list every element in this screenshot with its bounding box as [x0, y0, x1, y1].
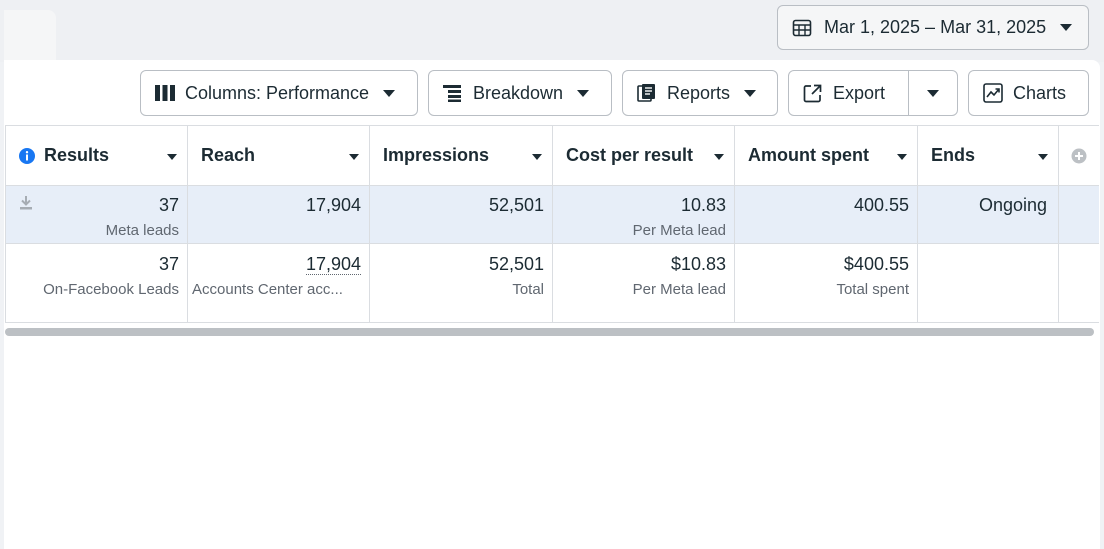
- results-cell: 37 Meta leads: [5, 186, 188, 243]
- ends-cell: Ongoing: [918, 186, 1059, 243]
- columns-label: Columns: Performance: [185, 82, 370, 103]
- column-header-label: Results: [44, 145, 110, 165]
- calendar-icon: [792, 19, 812, 36]
- reach-cell: 17,904: [188, 186, 370, 243]
- download-icon[interactable]: [19, 195, 33, 211]
- plus-circle-icon: [1071, 148, 1087, 163]
- chevron-down-icon[interactable]: [532, 154, 542, 160]
- reach-total-link[interactable]: 17,904: [305, 254, 361, 275]
- cost-per-result-sub: Per Meta lead: [632, 222, 726, 239]
- horizontal-scrollbar[interactable]: [5, 328, 1094, 336]
- impressions-sub: Total: [512, 281, 544, 298]
- column-header-label: Reach: [201, 145, 256, 165]
- ends-cell: [918, 244, 1059, 322]
- chevron-down-icon: [383, 89, 396, 97]
- chevron-down-icon[interactable]: [167, 154, 177, 160]
- impressions-cell: 52,501: [370, 186, 553, 243]
- column-header-cost-per-result[interactable]: Cost per result: [553, 125, 735, 186]
- chevron-down-icon: [577, 89, 590, 97]
- amount-spent-value: 400.55: [853, 195, 909, 215]
- table-row[interactable]: 37 Meta leads 17,904 52,501 10.83 Per Me…: [5, 186, 1099, 244]
- chevron-down-icon: [744, 89, 757, 97]
- amount-spent-cell: $400.55 Total spent: [735, 244, 918, 322]
- cost-per-result-sub: Per Meta lead: [632, 281, 726, 298]
- column-header-label: Cost per result: [566, 145, 694, 165]
- cost-per-result-cell: 10.83 Per Meta lead: [553, 186, 735, 243]
- column-header-reach[interactable]: Reach: [188, 125, 370, 186]
- chevron-down-icon[interactable]: [714, 154, 724, 160]
- cost-per-result-value: 10.83: [680, 195, 726, 215]
- column-header-ends[interactable]: Ends: [918, 125, 1059, 186]
- impressions-value: 52,501: [488, 254, 544, 274]
- column-header-results[interactable]: Results: [5, 125, 188, 186]
- chevron-down-icon[interactable]: [349, 154, 359, 160]
- reach-cell: 17,904 Accounts Center acc...: [188, 244, 370, 322]
- results-cell: 37 On-Facebook Leads: [5, 244, 188, 322]
- export-button[interactable]: Export: [789, 71, 909, 115]
- results-value: 37: [158, 254, 179, 274]
- impressions-value: 52,501: [488, 195, 544, 215]
- ends-value: Ongoing: [978, 195, 1047, 215]
- impressions-cell: 52,501 Total: [370, 244, 553, 322]
- amount-spent-cell: 400.55: [735, 186, 918, 243]
- column-header-impressions[interactable]: Impressions: [370, 125, 553, 186]
- column-header-label: Impressions: [383, 145, 490, 165]
- tab-partial[interactable]: [4, 10, 56, 62]
- add-column-button[interactable]: [1059, 125, 1099, 186]
- column-header-label: Amount spent: [748, 145, 869, 165]
- reach-value: 17,904: [305, 195, 361, 215]
- breakdown-icon: [443, 85, 461, 102]
- chevron-down-icon[interactable]: [1038, 154, 1048, 160]
- export-button-group: Export: [788, 70, 958, 116]
- column-header-amount-spent[interactable]: Amount spent: [735, 125, 918, 186]
- chevron-down-icon[interactable]: [897, 154, 907, 160]
- reports-label: Reports: [667, 82, 731, 103]
- amount-spent-value: $400.55: [843, 254, 909, 274]
- date-range-label: Mar 1, 2025 – Mar 31, 2025: [824, 17, 1047, 37]
- reach-sub: Accounts Center acc...: [192, 281, 343, 298]
- info-icon[interactable]: [19, 147, 35, 164]
- table-row: 37 On-Facebook Leads 17,904 Accounts Cen…: [5, 244, 1099, 323]
- column-header-label: Ends: [931, 145, 976, 165]
- cost-per-result-cell: $10.83 Per Meta lead: [553, 244, 735, 322]
- reports-button[interactable]: Reports: [622, 70, 778, 116]
- export-icon: [803, 84, 822, 102]
- breakdown-label: Breakdown: [473, 82, 564, 103]
- chevron-down-icon: [1060, 24, 1073, 31]
- reports-icon: [637, 84, 655, 102]
- columns-button[interactable]: Columns: Performance: [140, 70, 418, 116]
- breakdown-button[interactable]: Breakdown: [428, 70, 612, 116]
- amount-spent-sub: Total spent: [836, 281, 909, 298]
- chevron-down-icon: [927, 89, 939, 97]
- line-chart-icon: [983, 83, 1003, 103]
- results-value: 37: [158, 195, 179, 215]
- charts-button[interactable]: Charts: [968, 70, 1089, 116]
- export-label: Export: [833, 82, 886, 103]
- cost-per-result-value: $10.83: [670, 254, 726, 274]
- reach-value: 17,904: [188, 254, 361, 275]
- date-range-picker[interactable]: Mar 1, 2025 – Mar 31, 2025: [777, 5, 1089, 50]
- results-sub: Meta leads: [105, 222, 179, 239]
- columns-icon: [155, 85, 175, 101]
- export-dropdown-button[interactable]: [909, 71, 957, 115]
- charts-label: Charts: [1013, 82, 1067, 103]
- results-sub: On-Facebook Leads: [43, 281, 179, 298]
